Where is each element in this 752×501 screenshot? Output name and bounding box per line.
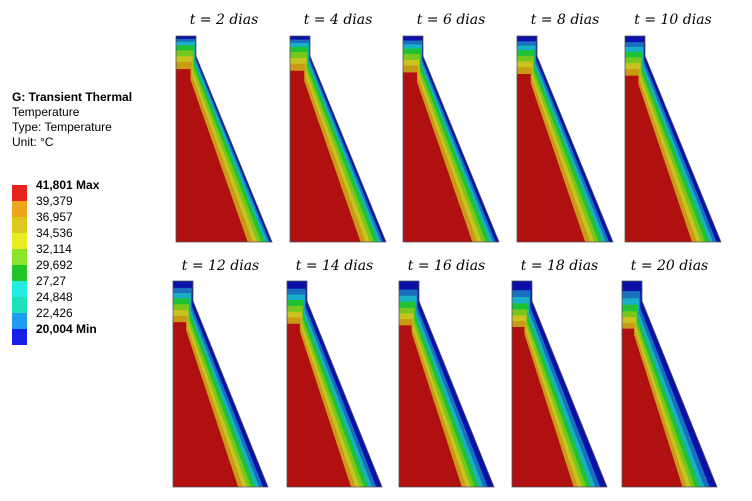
legend-swatch xyxy=(12,185,27,201)
contour-band xyxy=(403,72,473,242)
dam-temperature-contour xyxy=(516,35,614,243)
contour-band xyxy=(512,326,574,487)
legend-swatch xyxy=(12,233,27,249)
legend-swatch xyxy=(12,313,27,329)
dam-temperature-contour xyxy=(398,280,495,488)
contour-band xyxy=(517,73,586,242)
dam-outline xyxy=(621,280,718,488)
panel-title: t = 14 dias xyxy=(295,258,374,274)
contour-band xyxy=(622,328,683,487)
contour-band xyxy=(625,75,693,242)
contour-band xyxy=(173,322,239,487)
legend-swatch xyxy=(12,217,27,233)
legend-swatch xyxy=(12,329,27,345)
legend-level-label: 22,426 xyxy=(36,306,73,320)
dam-outline xyxy=(516,35,614,243)
dam-outline xyxy=(398,280,495,488)
dam-outline xyxy=(286,280,383,488)
legend-level-label: 24,848 xyxy=(36,290,73,304)
dam-outline xyxy=(172,280,269,488)
panel-title: t = 2 dias xyxy=(189,12,259,28)
legend-analysis-title: G: Transient Thermal xyxy=(12,90,133,104)
legend-level-label: 27,27 xyxy=(36,274,67,288)
dam-outline xyxy=(511,280,608,488)
contour-band xyxy=(176,69,248,242)
panel-title: t = 8 dias xyxy=(530,12,600,28)
legend-swatch xyxy=(12,249,27,265)
dam-temperature-contour xyxy=(511,280,608,488)
legend-swatch xyxy=(12,297,27,313)
dam-outline xyxy=(175,35,273,243)
legend-level-label: 36,957 xyxy=(36,210,73,224)
legend-level-label: 32,114 xyxy=(36,242,72,256)
panel-title: t = 12 dias xyxy=(181,258,260,274)
panel-title: t = 10 dias xyxy=(634,12,712,28)
legend-level-label: 20,004 Min xyxy=(36,322,97,336)
dam-temperature-contour xyxy=(621,280,718,488)
dam-temperature-contour xyxy=(286,280,383,488)
legend-swatch xyxy=(12,281,27,297)
legend-type: Type: Temperature xyxy=(12,120,112,134)
panel-title: t = 18 dias xyxy=(520,258,599,274)
dam-outline xyxy=(624,35,722,243)
legend-level-label: 29,692 xyxy=(36,258,73,272)
contour-band xyxy=(290,70,361,242)
panel-title: t = 16 dias xyxy=(407,258,486,274)
panel-title: t = 6 dias xyxy=(416,12,486,28)
panel-title: t = 20 dias xyxy=(630,258,709,274)
legend-unit: Unit: °C xyxy=(12,135,54,149)
panel-title: t = 4 dias xyxy=(303,12,373,28)
dam-outline xyxy=(402,35,500,243)
legend-level-label: 39,379 xyxy=(36,194,73,208)
legend-swatch xyxy=(12,201,27,217)
contour-band xyxy=(399,325,462,487)
dam-temperature-contour xyxy=(172,280,269,488)
legend-level-label: 41,801 Max xyxy=(36,178,100,192)
legend-quantity: Temperature xyxy=(12,105,80,119)
dam-temperature-contour xyxy=(624,35,722,243)
legend-swatch xyxy=(12,265,27,281)
dam-temperature-contour xyxy=(402,35,500,243)
temperature-legend: G: Transient Thermal Temperature Type: T… xyxy=(12,90,162,345)
dam-temperature-contour xyxy=(289,35,387,243)
legend-level-label: 34,536 xyxy=(36,226,73,240)
contour-band xyxy=(287,323,351,487)
dam-outline xyxy=(289,35,387,243)
dam-temperature-contour xyxy=(175,35,273,243)
